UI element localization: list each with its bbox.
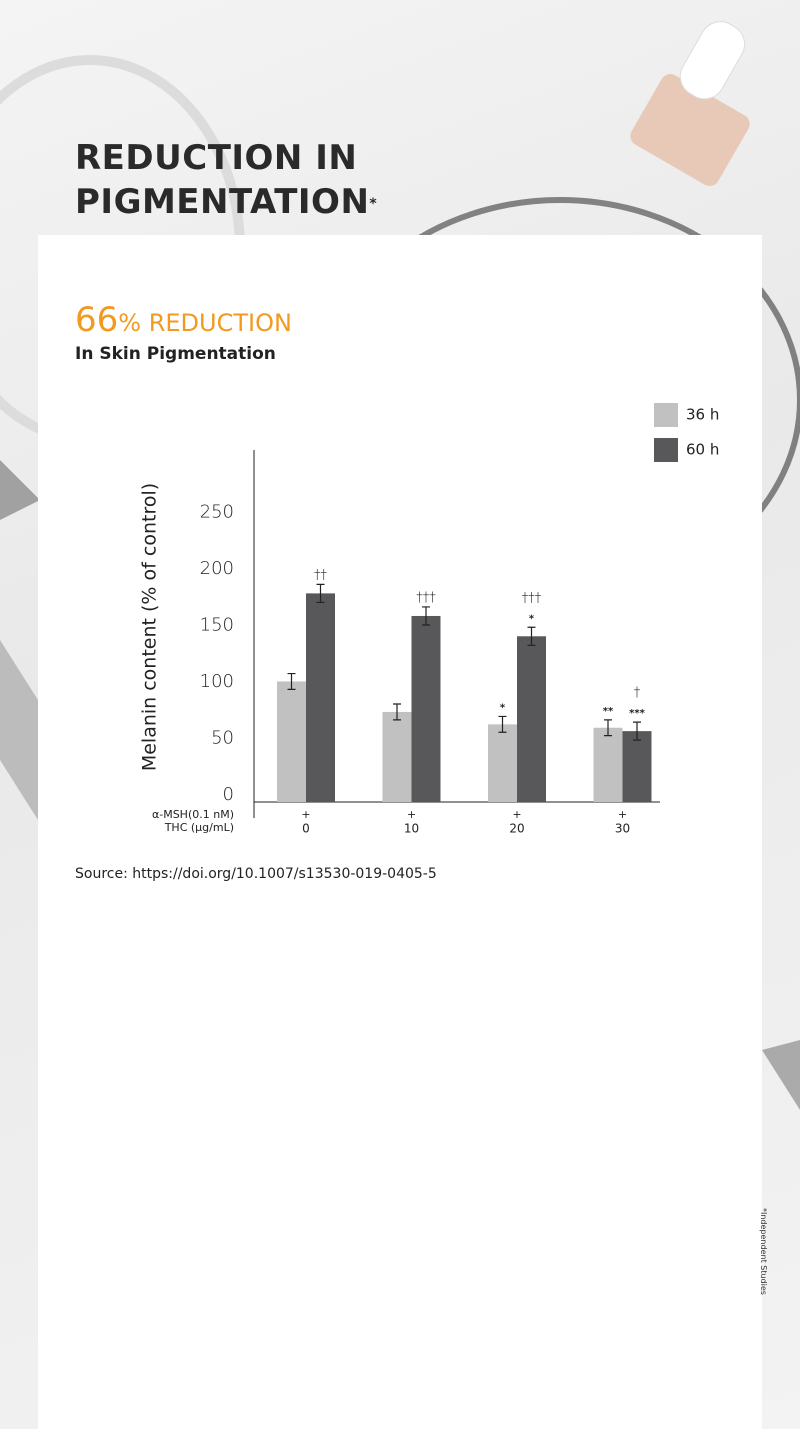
row-title: α-MSH(0.1 nM)	[152, 808, 234, 821]
legend-swatch	[654, 438, 678, 462]
significance: †††	[416, 590, 436, 605]
y-axis-label: Melanin content (% of control)	[139, 483, 161, 771]
y-tick-label: 50	[211, 728, 234, 749]
y-tick-label: 200	[200, 558, 234, 579]
x-tick-label: 10	[404, 822, 419, 836]
footnote: *Independent Studies	[759, 1208, 768, 1295]
subtitle: In Skin Pigmentation	[75, 344, 276, 364]
title-mark: *	[369, 196, 378, 212]
headline-number: 66	[75, 300, 119, 340]
significance: *	[500, 702, 506, 713]
bar	[277, 681, 306, 802]
bar	[622, 731, 652, 802]
error-bar	[393, 703, 401, 721]
msh-label: +	[512, 808, 521, 821]
error-bar	[422, 606, 430, 626]
error-bar	[316, 583, 325, 604]
x-tick-label: 20	[509, 822, 524, 836]
error-bar	[604, 719, 612, 737]
title: REDUCTION IN PIGMENTATION*	[75, 136, 377, 224]
msh-label: +	[618, 808, 627, 821]
legend-label: 36 h	[686, 406, 719, 424]
y-tick-label: 250	[200, 502, 234, 523]
y-tick-label: 100	[200, 671, 234, 692]
significance: **	[603, 706, 614, 717]
headline-text: % REDUCTION	[118, 309, 292, 337]
headline: 66% REDUCTION	[75, 300, 292, 340]
significance: ***	[629, 708, 645, 719]
row-title: THC (μg/mL)	[164, 821, 234, 834]
legend-label: 60 h	[686, 441, 719, 459]
bar	[488, 724, 517, 802]
bar	[517, 636, 546, 802]
significance: †††	[522, 591, 542, 606]
msh-label: +	[301, 808, 310, 821]
x-tick-label: 30	[615, 822, 630, 836]
significance: †	[634, 686, 641, 701]
source: Source: https://doi.org/10.1007/s13530-0…	[75, 866, 437, 882]
bar	[593, 727, 623, 802]
significance: ††	[314, 568, 328, 583]
significance: *	[529, 613, 535, 624]
error-bar	[527, 626, 536, 646]
y-tick-label: 0	[223, 784, 234, 805]
bar	[306, 593, 335, 802]
bar	[382, 711, 412, 802]
error-bar	[633, 721, 641, 741]
error-bar	[287, 672, 296, 690]
card	[38, 235, 762, 1429]
x-tick-label: 0	[302, 822, 310, 836]
bar	[411, 615, 441, 802]
title-line: PIGMENTATION	[75, 182, 370, 222]
y-tick-label: 150	[200, 615, 234, 636]
error-bar	[498, 715, 507, 733]
msh-label: +	[407, 808, 416, 821]
title-line: REDUCTION IN	[75, 138, 358, 178]
legend-swatch	[654, 403, 678, 427]
